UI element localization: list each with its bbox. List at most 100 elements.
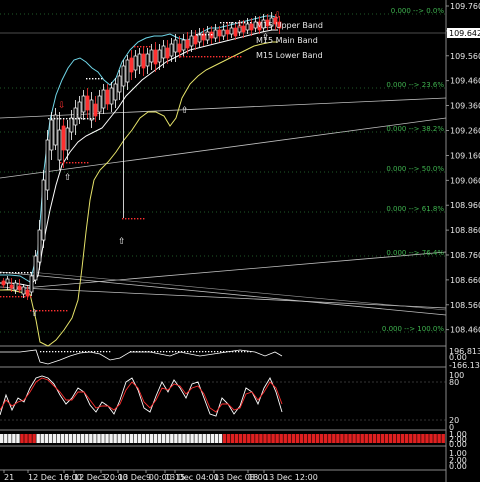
candle-body: [205, 31, 210, 41]
heat-cell: [328, 434, 332, 443]
red-dot: [66, 162, 68, 164]
heat-cell: [425, 434, 429, 443]
trend-line[interactable]: [0, 286, 447, 309]
oscillator-axis-bottom: -166.1321: [449, 361, 480, 370]
oscillator-pane[interactable]: [0, 349, 283, 365]
trend-line[interactable]: [0, 117, 447, 179]
up-arrow-icon: ⇧: [181, 106, 189, 116]
heat-cell: [8, 434, 12, 443]
red-dot: [39, 310, 41, 312]
oscillator-dot: [211, 351, 213, 353]
red-dot: [207, 56, 209, 58]
heat-cell: [186, 434, 190, 443]
oscillator-dot: [85, 351, 87, 353]
candlestick-series[interactable]: [1, 12, 282, 300]
heat-cell: [16, 434, 20, 443]
price-tick-label: 109.760: [450, 2, 480, 11]
heat-cell: [332, 434, 336, 443]
red-dot: [27, 296, 29, 298]
oscillator-dot: [181, 351, 183, 353]
oscillator-dot: [199, 351, 201, 353]
red-dot: [201, 56, 203, 58]
price-tick-label: 109.360: [450, 102, 480, 111]
stoch-axis-20: 20: [449, 416, 459, 425]
candle-body: [277, 21, 282, 29]
white-dot: [199, 34, 201, 36]
oscillator-dot: [100, 351, 102, 353]
heat-cell: [324, 434, 328, 443]
red-dot: [66, 310, 68, 312]
candle-body: [1, 280, 6, 286]
oscillator-dot: [175, 351, 177, 353]
heat-cell: [380, 434, 385, 443]
oscillator-dot: [166, 351, 168, 353]
red-dot: [78, 162, 80, 164]
red-dot: [63, 310, 65, 312]
heat-cell: [299, 434, 304, 443]
heat-cell: [162, 434, 166, 443]
white-dot: [101, 78, 103, 80]
red-dot: [228, 56, 230, 58]
candle-body: [53, 114, 58, 146]
white-dot: [30, 272, 32, 274]
white-dot: [238, 22, 240, 24]
red-dot: [84, 162, 86, 164]
heat-cell: [93, 434, 97, 443]
legend-upper-band: M15 Upper Band: [256, 21, 323, 30]
candle-body: [245, 23, 250, 31]
heat-cell: [44, 434, 48, 443]
white-dot: [247, 22, 249, 24]
red-dot: [189, 56, 191, 58]
heat-cell: [28, 434, 32, 443]
trend-line[interactable]: [0, 251, 447, 291]
oscillator-dot: [247, 351, 249, 353]
heat-cell: [417, 434, 421, 443]
heat-cell: [32, 434, 36, 443]
oscillator-dot: [190, 351, 192, 353]
heat-cell: [72, 434, 77, 443]
oscillator-dot: [232, 351, 234, 353]
legend-lower-band: M15 Lower Band: [256, 51, 323, 60]
time-axis[interactable]: 21 12 Dec 16:000 12 Dec 20:003 13 Dec 00:00…: [3, 470, 318, 482]
trend-line[interactable]: [0, 271, 447, 316]
candle-body: [237, 25, 242, 33]
red-dot: [15, 296, 17, 298]
heat-cell: [303, 434, 308, 443]
white-dot: [75, 118, 77, 120]
heat-cell: [12, 434, 16, 443]
signal-arrows: ⇧ ⇧ ⇧ ⇧ ⇩ ⇩ ⇧ ⇩: [31, 11, 282, 319]
heat-cell: [295, 434, 300, 443]
heat-cell: [226, 434, 231, 443]
heat-cell: [247, 434, 251, 443]
candle-body: [61, 125, 66, 151]
heat-cell: [251, 434, 255, 443]
white-dot: [6, 272, 8, 274]
signal-dots: [0, 22, 252, 312]
price-axis[interactable]: 109.760109.660109.560109.460109.360109.2…: [446, 2, 480, 335]
stochastic-pane[interactable]: [0, 375, 446, 421]
candle-body: [149, 49, 154, 63]
fib-level-label: 0.000 --> 61.8%: [386, 205, 444, 213]
heat-cell: [149, 434, 154, 443]
heat-strip[interactable]: [0, 434, 445, 443]
red-dot: [75, 162, 77, 164]
candle-body: [253, 21, 258, 29]
heat-cell: [4, 434, 8, 443]
red-dot: [186, 56, 188, 58]
candle-body: [117, 75, 122, 93]
oscillator-dot: [94, 351, 96, 353]
oscillator-dot: [202, 351, 204, 353]
oscillator-dot: [82, 351, 84, 353]
price-tick-label: 109.160: [450, 151, 480, 160]
white-dot: [226, 22, 228, 24]
white-dot: [78, 118, 80, 120]
candle-body: [13, 282, 18, 291]
trend-line[interactable]: [29, 271, 447, 311]
candle-body: [81, 95, 86, 113]
candle-body: [157, 49, 162, 63]
candle-body: [225, 29, 230, 35]
candle-body: [77, 101, 82, 119]
oscillator-dot: [220, 351, 222, 353]
heat-cell: [255, 434, 259, 443]
